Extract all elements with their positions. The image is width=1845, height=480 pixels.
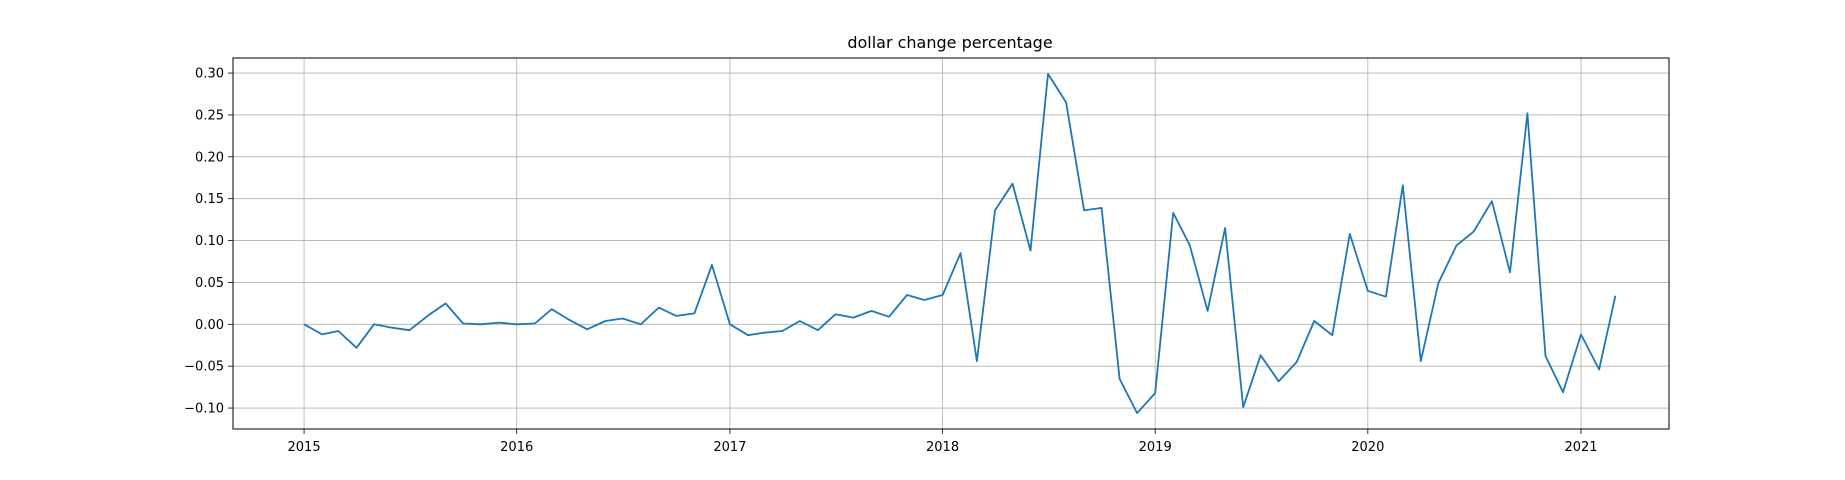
y-tick-label: −0.05 (184, 360, 224, 375)
y-tick-label: −0.10 (184, 402, 224, 417)
plot-frame (232, 57, 1670, 430)
y-tick-label: 0.05 (195, 276, 224, 291)
y-tick-label: 0.10 (195, 234, 224, 249)
x-tick-label: 2019 (1139, 440, 1172, 455)
y-tick-label: 0.30 (195, 67, 224, 82)
x-tick-label: 2015 (288, 440, 321, 455)
chart-title: dollar change percentage (847, 33, 1052, 52)
y-tick-label: 0.00 (195, 318, 224, 333)
x-tick-label: 2016 (500, 440, 533, 455)
y-tick-label: 0.15 (195, 192, 224, 207)
x-tick-label: 2021 (1564, 440, 1597, 455)
y-tick-label: 0.25 (195, 108, 224, 123)
x-tick-label: 2020 (1351, 440, 1384, 455)
x-tick-label: 2018 (926, 440, 959, 455)
y-tick-label: 0.20 (195, 150, 224, 165)
series-line (303, 73, 1617, 415)
y-axis: −0.10 −0.05 0.00 0.05 0.10 0.15 0.20 0.25 0.30 (184, 67, 233, 417)
series-group (303, 73, 1617, 415)
x-tick-label: 2017 (713, 440, 746, 455)
gridlines (233, 58, 1669, 429)
x-axis: 2015 2016 2017 2018 2019 2020 2021 (288, 429, 1598, 455)
